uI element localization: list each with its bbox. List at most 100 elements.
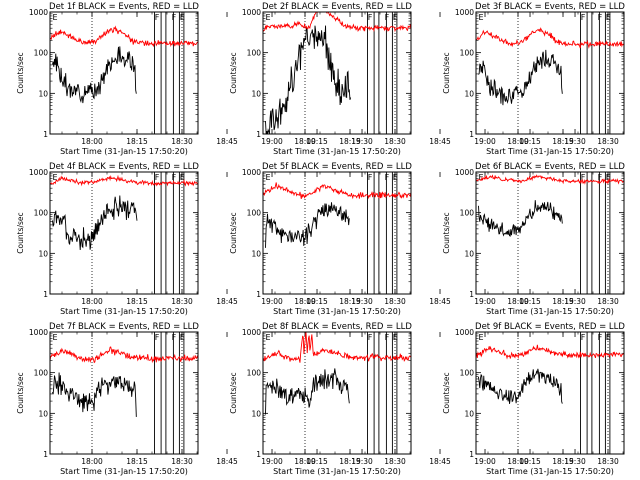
y-tick-label: 1 — [43, 290, 48, 299]
x-axis-label: Start Time (31-Jan-15 17:50:20) — [486, 147, 614, 156]
y-tick-label: 10 — [38, 89, 48, 98]
x-tick-label: 19:00 — [261, 297, 283, 306]
y-tick-label: 100 — [247, 209, 262, 218]
interval-marker-label: F — [581, 13, 586, 22]
plot-frame — [49, 11, 199, 135]
x-tick-label: 19:15 — [519, 137, 541, 146]
y-tick-label: 10 — [38, 409, 48, 418]
interval-marker-label: F — [172, 173, 177, 182]
interval-marker-label: E — [265, 173, 270, 182]
y-axis-label: Counts/sec — [442, 52, 451, 93]
x-tick-label: 18:45 — [216, 297, 238, 306]
y-tick-label: 100 — [34, 209, 49, 218]
interval-marker-label: F — [581, 333, 586, 342]
interval-marker-label: F — [155, 333, 160, 342]
lld-rate-line — [263, 332, 411, 363]
lld-rate-line — [476, 174, 624, 185]
y-tick-label: 10 — [251, 249, 261, 258]
x-tick-label: 19:30 — [351, 137, 373, 146]
panel-title: Det 9f BLACK = Events, RED = LLD — [475, 322, 625, 332]
x-axis-label: Start Time (31-Jan-15 17:50:20) — [486, 467, 614, 476]
y-tick-label: 100 — [460, 369, 475, 378]
lld-rate-line — [50, 25, 198, 48]
x-tick-label: 18:00 — [294, 137, 316, 146]
interval-marker-label: F — [172, 13, 177, 22]
x-tick-label: 19:30 — [564, 137, 586, 146]
interval-marker-label: E — [606, 13, 611, 22]
events-rate-line — [478, 368, 563, 404]
panel-title: Det 2f BLACK = Events, RED = LLD — [262, 2, 412, 12]
interval-marker-label: E — [478, 13, 483, 22]
y-tick-label: 1 — [469, 130, 474, 139]
plot-frame — [49, 171, 199, 295]
detector-panel: Det 4f BLACK = Events, RED = LLD 1 10 100 10… — [16, 162, 373, 316]
y-tick-label: 1 — [256, 130, 261, 139]
events-rate-line — [265, 368, 350, 415]
x-tick-label: 18:30 — [171, 137, 193, 146]
interval-marker-label: E — [606, 333, 611, 342]
events-rate-line — [52, 46, 137, 104]
x-tick-label: 18:00 — [81, 297, 103, 306]
interval-marker-label: E — [180, 333, 185, 342]
detector-panel: Det 9f BLACK = Events, RED = LLD 1 10 100 10… — [442, 322, 625, 476]
x-tick-label: 18:15 — [339, 137, 361, 146]
x-tick-label: 19:30 — [564, 457, 586, 466]
x-axis-label: Start Time (31-Jan-15 17:50:20) — [60, 467, 188, 476]
x-tick-label: 18:00 — [81, 457, 103, 466]
y-tick-label: 100 — [247, 49, 262, 58]
x-tick-label: 19:00 — [474, 297, 496, 306]
y-tick-label: 10 — [251, 89, 261, 98]
y-tick-label: 1000 — [29, 8, 48, 17]
y-tick-label: 1000 — [455, 168, 474, 177]
detector-panel: Det 6f BLACK = Events, RED = LLD 1 10 100 10… — [442, 162, 625, 316]
detector-panel: Det 2f BLACK = Events, RED = LLD 1 10 100 10… — [229, 2, 586, 156]
y-tick-label: 1 — [256, 290, 261, 299]
interval-marker-label: F — [598, 173, 603, 182]
y-tick-label: 1 — [256, 450, 261, 459]
x-axis-label: Start Time (31-Jan-15 17:50:20) — [60, 307, 188, 316]
interval-marker-label: F — [155, 13, 160, 22]
x-tick-label: 18:15 — [552, 457, 574, 466]
events-rate-line — [265, 25, 352, 134]
events-rate-line — [478, 200, 563, 237]
y-tick-label: 1000 — [242, 328, 261, 337]
y-tick-label: 1000 — [29, 328, 48, 337]
x-tick-label: 18:45 — [216, 137, 238, 146]
x-tick-label: 18:15 — [552, 297, 574, 306]
x-tick-label: 19:15 — [519, 457, 541, 466]
lld-rate-line — [50, 174, 198, 187]
panel-title: Det 3f BLACK = Events, RED = LLD — [475, 2, 625, 12]
x-tick-label: 18:15 — [126, 137, 148, 146]
interval-marker-label: F — [598, 13, 603, 22]
interval-marker-label: E — [393, 333, 398, 342]
x-tick-label: 19:00 — [261, 457, 283, 466]
plot-frame — [262, 11, 412, 135]
x-tick-label: 18:45 — [429, 457, 451, 466]
interval-marker-label: E — [52, 13, 57, 22]
y-tick-label: 1000 — [242, 8, 261, 17]
x-tick-label: 18:30 — [597, 137, 619, 146]
x-tick-label: 19:30 — [351, 297, 373, 306]
y-tick-label: 10 — [464, 409, 474, 418]
panel-title: Det 8f BLACK = Events, RED = LLD — [262, 322, 412, 332]
y-tick-label: 100 — [34, 49, 49, 58]
plot-frame — [475, 11, 625, 135]
y-axis-label: Counts/sec — [442, 212, 451, 253]
x-tick-label: 19:15 — [306, 297, 328, 306]
y-tick-label: 1000 — [455, 8, 474, 17]
events-rate-line — [265, 202, 350, 248]
detector-panel: Det 8f BLACK = Events, RED = LLD 1 10 100 10… — [229, 322, 586, 476]
interval-marker-label: E — [180, 173, 185, 182]
lld-rate-line — [476, 27, 624, 49]
x-axis-label: Start Time (31-Jan-15 17:50:20) — [60, 147, 188, 156]
x-tick-label: 19:30 — [564, 297, 586, 306]
detector-panel: Det 1f BLACK = Events, RED = LLD 1 10 100 10… — [16, 2, 373, 156]
interval-marker-label: E — [478, 173, 483, 182]
x-tick-label: 19:00 — [261, 137, 283, 146]
y-tick-label: 10 — [464, 89, 474, 98]
detector-panel: Det 5f BLACK = Events, RED = LLD 1 10 100 10… — [229, 162, 586, 316]
x-tick-label: 19:00 — [474, 457, 496, 466]
y-tick-label: 100 — [34, 369, 49, 378]
panel-title: Det 5f BLACK = Events, RED = LLD — [262, 162, 412, 172]
